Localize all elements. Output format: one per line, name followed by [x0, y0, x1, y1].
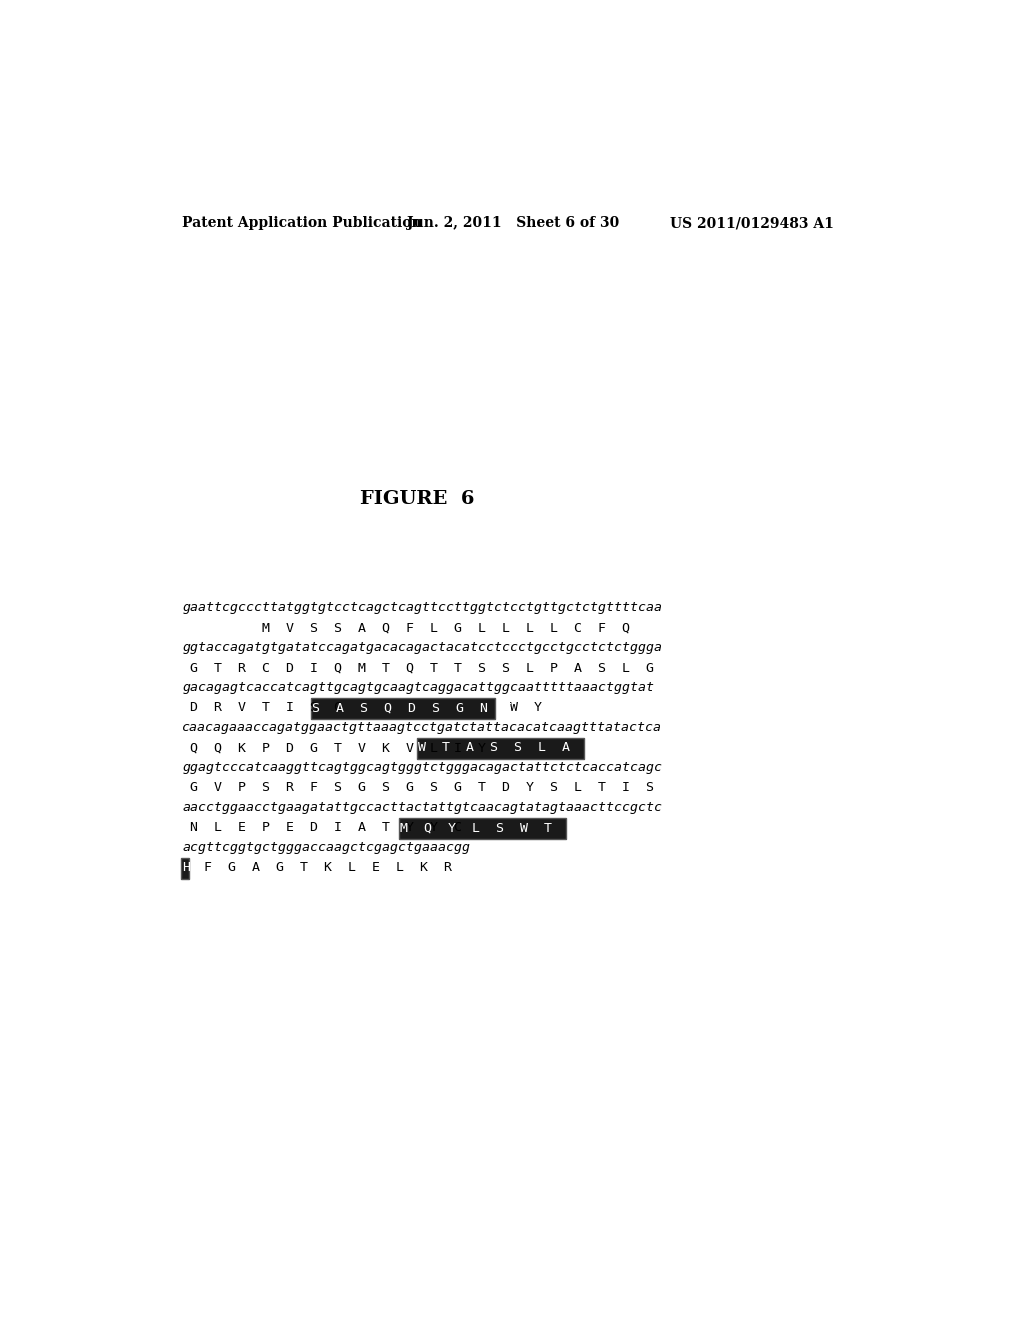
Text: H: H — [182, 862, 190, 874]
FancyBboxPatch shape — [399, 818, 566, 840]
Text: F  G  A  G  T  K  L  E  L  K  R: F G A G T K L E L K R — [188, 862, 453, 874]
Text: D  R  V  T  I  S  C: D R V T I S C — [182, 701, 358, 714]
FancyBboxPatch shape — [417, 738, 584, 759]
Text: aacctggaacctgaagatattgccacttactattgtcaacagtatagtaaacttccgctc: aacctggaacctgaagatattgccacttactattgtcaac… — [182, 801, 663, 814]
Text: G  T  R  C  D  I  Q  M  T  Q  T  T  S  S  L  P  A  S  L  G: G T R C D I Q M T Q T T S S L P A S L G — [182, 661, 654, 675]
Text: W  T  A  S  S  L  A  T  I  S: W T A S S L A T I S — [418, 742, 642, 754]
FancyBboxPatch shape — [181, 858, 188, 879]
Text: gacagagtcaccatcagttgcagtgcaagtcaggacattggcaatttttaaactggtat: gacagagtcaccatcagttgcagtgcaagtcaggacattg… — [182, 681, 654, 694]
Text: Q  Q  K  P  D  G  T  V  K  V  L  I  Y: Q Q K P D G T V K V L I Y — [182, 742, 502, 754]
Text: M  V  S  S  A  Q  F  L  G  L  L  L  L  C  F  Q: M V S S A Q F L G L L L L C F Q — [182, 622, 630, 634]
Text: acgttcggtgctgggaccaagctcgagctgaaacgg: acgttcggtgctgggaccaagctcgagctgaaacgg — [182, 841, 470, 854]
Text: W  Y: W Y — [495, 701, 543, 714]
Text: M  Q  Y  L  S  W  T  P  R  S: M Q Y L S W T P R S — [400, 821, 625, 834]
Text: ggtaccagatgtgatatccagatgacacagactacatcctccctgcctgcctctctggga: ggtaccagatgtgatatccagatgacacagactacatcct… — [182, 642, 663, 655]
Text: Jun. 2, 2011   Sheet 6 of 30: Jun. 2, 2011 Sheet 6 of 30 — [407, 216, 620, 230]
Text: ggagtcccatcaaggttcagtggcagtgggtctgggacagactattctctcaccatcagc: ggagtcccatcaaggttcagtggcagtgggtctgggacag… — [182, 762, 663, 775]
Text: S  A  S  Q  D  S  G  N  F  L  N: S A S Q D S G N F L N — [312, 701, 560, 714]
FancyBboxPatch shape — [311, 698, 496, 719]
Text: G  V  P  S  R  F  S  G  S  G  S  G  T  D  Y  S  L  T  I  S: G V P S R F S G S G S G T D Y S L T I S — [182, 781, 654, 795]
Text: gaattcgcccttatggtgtcctcagctcagttccttggtctcctgttgctctgttttcaa: gaattcgcccttatggtgtcctcagctcagttccttggtc… — [182, 601, 663, 614]
Text: N  L  E  P  E  D  I  A  T  Y  Y  C: N L E P E D I A T Y Y C — [182, 821, 478, 834]
Text: caacagaaaccagatggaactgttaaagtcctgatctattacacatcaagtttatactca: caacagaaaccagatggaactgttaaagtcctgatctatt… — [182, 721, 663, 734]
Text: FIGURE  6: FIGURE 6 — [360, 490, 475, 507]
Text: US 2011/0129483 A1: US 2011/0129483 A1 — [671, 216, 835, 230]
Text: Patent Application Publication: Patent Application Publication — [182, 216, 422, 230]
